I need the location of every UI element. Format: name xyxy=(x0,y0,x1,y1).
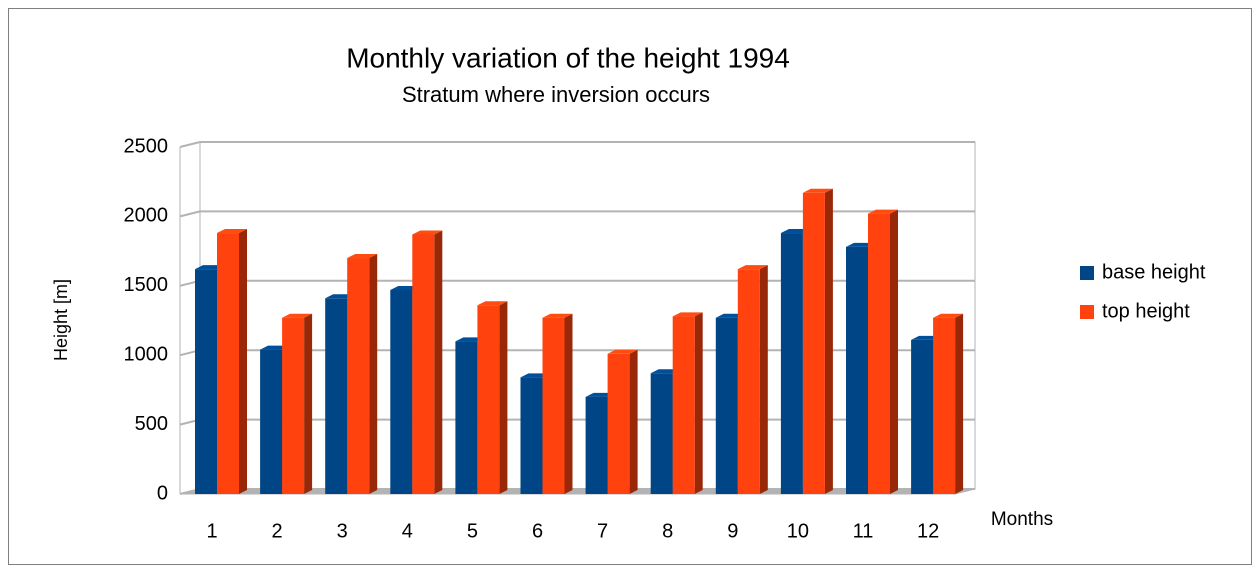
bar-side xyxy=(694,312,703,494)
bar xyxy=(195,269,217,494)
bar-side xyxy=(434,230,443,494)
bar xyxy=(412,234,435,494)
x-tick-label: 5 xyxy=(467,520,478,542)
x-tick-label: 4 xyxy=(402,520,413,542)
bar xyxy=(607,353,630,494)
bar xyxy=(650,373,673,494)
bar-side xyxy=(239,229,247,494)
bar-side xyxy=(824,188,833,494)
bar xyxy=(868,213,890,494)
bar xyxy=(390,289,413,494)
bar xyxy=(282,317,305,494)
y-tick-label: 0 xyxy=(157,482,168,504)
y-tick-label: 1500 xyxy=(124,274,169,296)
x-tick-label: 8 xyxy=(662,520,673,542)
x-tick-label: 11 xyxy=(853,520,874,542)
bar xyxy=(325,298,348,494)
bar-top xyxy=(347,254,378,259)
bar-top xyxy=(282,313,313,318)
y-axis-label: Height [m] xyxy=(51,279,71,361)
x-tick-label: 1 xyxy=(206,520,217,542)
bar xyxy=(585,396,608,494)
bar-top xyxy=(868,209,898,214)
bar-top xyxy=(737,265,768,270)
bar xyxy=(260,349,283,494)
bar xyxy=(455,341,478,494)
bar-top xyxy=(477,301,508,306)
legend-swatch xyxy=(1080,305,1094,319)
bar xyxy=(347,258,370,494)
bar-side xyxy=(759,265,768,494)
chart-title: Monthly variation of the height 1994 xyxy=(346,42,790,73)
bar-top xyxy=(933,313,964,318)
bar-top xyxy=(217,229,247,234)
bar-side xyxy=(369,254,378,494)
grid-line xyxy=(179,210,201,218)
bar xyxy=(715,317,738,494)
bar-top xyxy=(542,313,573,318)
x-tick-label: 12 xyxy=(917,520,939,542)
bar-side xyxy=(629,349,638,494)
bar xyxy=(802,192,825,494)
bar-side xyxy=(499,301,508,494)
x-tick-label: 3 xyxy=(337,520,348,542)
legend-label: base height xyxy=(1102,261,1206,283)
x-tick-label: 6 xyxy=(532,520,543,542)
bar-top xyxy=(802,188,833,193)
bar-side xyxy=(304,313,313,494)
bar xyxy=(542,317,565,494)
grid-line xyxy=(179,141,201,148)
bar-top xyxy=(607,349,638,354)
y-tick-label: 2000 xyxy=(124,205,169,227)
bar-side xyxy=(955,313,964,494)
bar xyxy=(846,246,868,494)
bar xyxy=(217,233,239,494)
x-tick-label: 10 xyxy=(787,520,809,542)
y-tick-label: 2500 xyxy=(124,135,169,157)
bar-top xyxy=(412,230,443,235)
y-tick-label: 500 xyxy=(135,413,168,435)
x-tick-label: 9 xyxy=(727,520,738,542)
bar xyxy=(477,305,500,494)
bar xyxy=(911,339,934,494)
bar xyxy=(737,269,760,494)
x-tick-label: 2 xyxy=(272,520,283,542)
y-tick-label: 1000 xyxy=(124,343,169,365)
x-tick-label: 7 xyxy=(597,520,608,542)
legend-label: top height xyxy=(1102,300,1190,322)
bar-side xyxy=(890,209,898,494)
x-axis-label: Months xyxy=(991,509,1053,530)
bar xyxy=(520,377,543,494)
bar-side xyxy=(564,313,573,494)
bar-top xyxy=(672,312,703,317)
bar xyxy=(780,233,803,494)
chart-subtitle: Stratum where inversion occurs xyxy=(402,82,710,107)
bar xyxy=(672,316,695,494)
bar xyxy=(933,317,956,494)
legend-swatch xyxy=(1080,266,1094,280)
